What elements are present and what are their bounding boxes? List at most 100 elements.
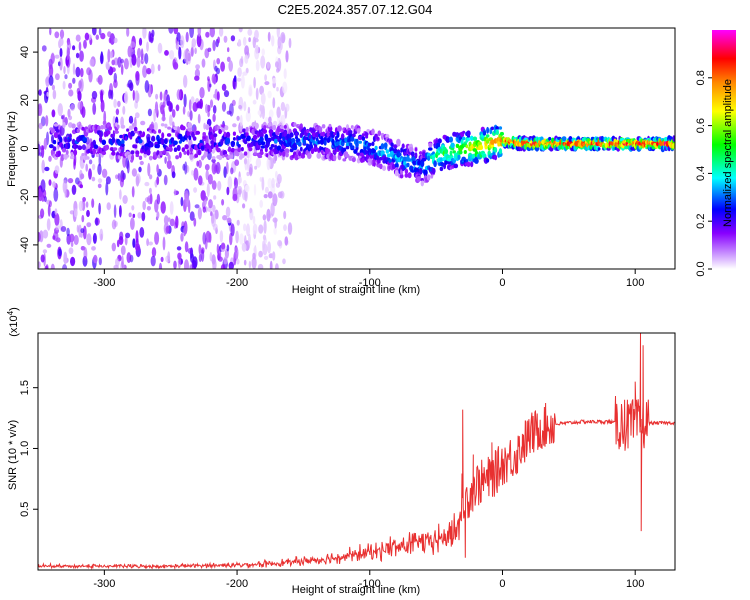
heatmap-cell xyxy=(73,234,79,246)
heatmap-cell xyxy=(479,144,483,150)
heatmap-cell xyxy=(203,199,207,205)
heatmap-cell xyxy=(157,64,161,72)
heatmap-cell xyxy=(83,247,88,261)
heatmap-cell xyxy=(91,246,96,251)
heatmap-cell xyxy=(283,124,287,129)
heatmap-cell xyxy=(253,152,258,156)
heatmap-cell xyxy=(71,123,76,129)
heatmap-cell xyxy=(244,45,250,57)
heatmap-cell xyxy=(207,145,211,150)
heatmap-cell xyxy=(38,122,43,130)
heatmap-cell xyxy=(258,224,264,234)
heatmap-cell xyxy=(205,31,210,38)
heatmap-cell xyxy=(320,135,324,142)
heatmap-cell xyxy=(141,211,146,222)
heatmap-cell xyxy=(249,148,252,163)
heatmap-cell xyxy=(95,217,98,226)
heatmap-cell xyxy=(76,128,81,133)
heatmap-cell xyxy=(70,103,75,112)
heatmap-cell xyxy=(77,101,83,110)
heatmap-cell xyxy=(137,212,142,219)
heatmap-cell xyxy=(371,141,375,147)
heatmap-cell xyxy=(38,231,41,243)
heatmap-cell xyxy=(147,108,152,117)
heatmap-cell xyxy=(205,103,209,114)
heatmap-cell xyxy=(139,130,142,135)
heatmap-cell xyxy=(414,147,418,152)
heatmap-cell xyxy=(156,164,159,174)
heatmap-cell xyxy=(166,94,171,106)
heatmap-cell xyxy=(40,208,45,219)
heatmap-cell xyxy=(135,230,139,244)
heatmap-cell xyxy=(236,258,240,265)
heatmap-cell xyxy=(53,123,59,127)
heatmap-cell xyxy=(449,136,453,143)
heatmap-cell xyxy=(355,141,359,148)
heatmap-cell xyxy=(494,147,498,153)
heatmap-cell xyxy=(268,109,274,119)
heatmap-cell xyxy=(79,50,84,62)
heatmap-cell xyxy=(161,116,166,122)
heatmap-cell xyxy=(211,156,216,160)
heatmap-cell xyxy=(180,196,184,207)
heatmap-cell xyxy=(178,46,182,60)
heatmap-cell xyxy=(75,34,81,42)
heatmap-cell xyxy=(57,103,63,117)
heatmap-cell xyxy=(216,147,221,153)
heatmap-cell xyxy=(422,151,426,158)
heatmap-cell xyxy=(108,126,112,131)
x-tick-label: -200 xyxy=(226,277,248,289)
heatmap-cell xyxy=(78,41,82,52)
heatmap-cell xyxy=(73,153,77,166)
heatmap-cell xyxy=(254,165,258,170)
heatmap-cell xyxy=(218,28,224,37)
heatmap-cell xyxy=(131,122,137,127)
heatmap-cell xyxy=(406,162,410,168)
heatmap-cell xyxy=(52,139,57,145)
heatmap-cell xyxy=(167,126,172,130)
heatmap-cell xyxy=(247,106,251,114)
heatmap-cell xyxy=(243,259,247,266)
heatmap-cell xyxy=(221,199,225,206)
heatmap-cell xyxy=(228,60,233,72)
heatmap-cell xyxy=(173,62,179,70)
heatmap-cell xyxy=(431,167,436,175)
heatmap-cell xyxy=(65,154,70,158)
heatmap-cell xyxy=(193,217,197,227)
heatmap-cell xyxy=(202,135,206,140)
heatmap-cell xyxy=(264,81,270,86)
heatmap-cell xyxy=(313,145,318,152)
heatmap-cell xyxy=(45,264,49,269)
heatmap-cell xyxy=(148,241,153,246)
heatmap-cell xyxy=(299,146,303,152)
heatmap-cell xyxy=(277,239,283,247)
heatmap-cell xyxy=(168,28,174,34)
heatmap-cell xyxy=(103,110,107,125)
heatmap-cell xyxy=(216,67,220,75)
heatmap-cell xyxy=(121,143,125,147)
heatmap-cell xyxy=(144,53,149,65)
heatmap-cell xyxy=(70,151,74,158)
heatmap-cell xyxy=(67,178,74,184)
heatmap-cell xyxy=(93,254,98,264)
heatmap-cell xyxy=(264,147,268,153)
heatmap-cell xyxy=(97,163,102,176)
heatmap-cell xyxy=(138,138,143,144)
heatmap-cell xyxy=(105,63,110,71)
heatmap-cell xyxy=(88,159,93,165)
heatmap-cell xyxy=(217,36,221,44)
heatmap-cell xyxy=(485,139,490,144)
heatmap-cell xyxy=(497,142,501,147)
heatmap-cell xyxy=(297,154,302,159)
heatmap-cell xyxy=(92,232,97,244)
heatmap-cell xyxy=(194,204,200,209)
heatmap-cell xyxy=(261,48,266,56)
heatmap-cell xyxy=(472,136,478,142)
heatmap-cell xyxy=(212,113,216,123)
heatmap-cell xyxy=(293,122,297,127)
heatmap-cell xyxy=(357,129,361,134)
heatmap-cell xyxy=(377,130,382,137)
heatmap-cell xyxy=(208,148,213,153)
heatmap-cell xyxy=(390,142,394,147)
heatmap-cell xyxy=(63,66,66,74)
